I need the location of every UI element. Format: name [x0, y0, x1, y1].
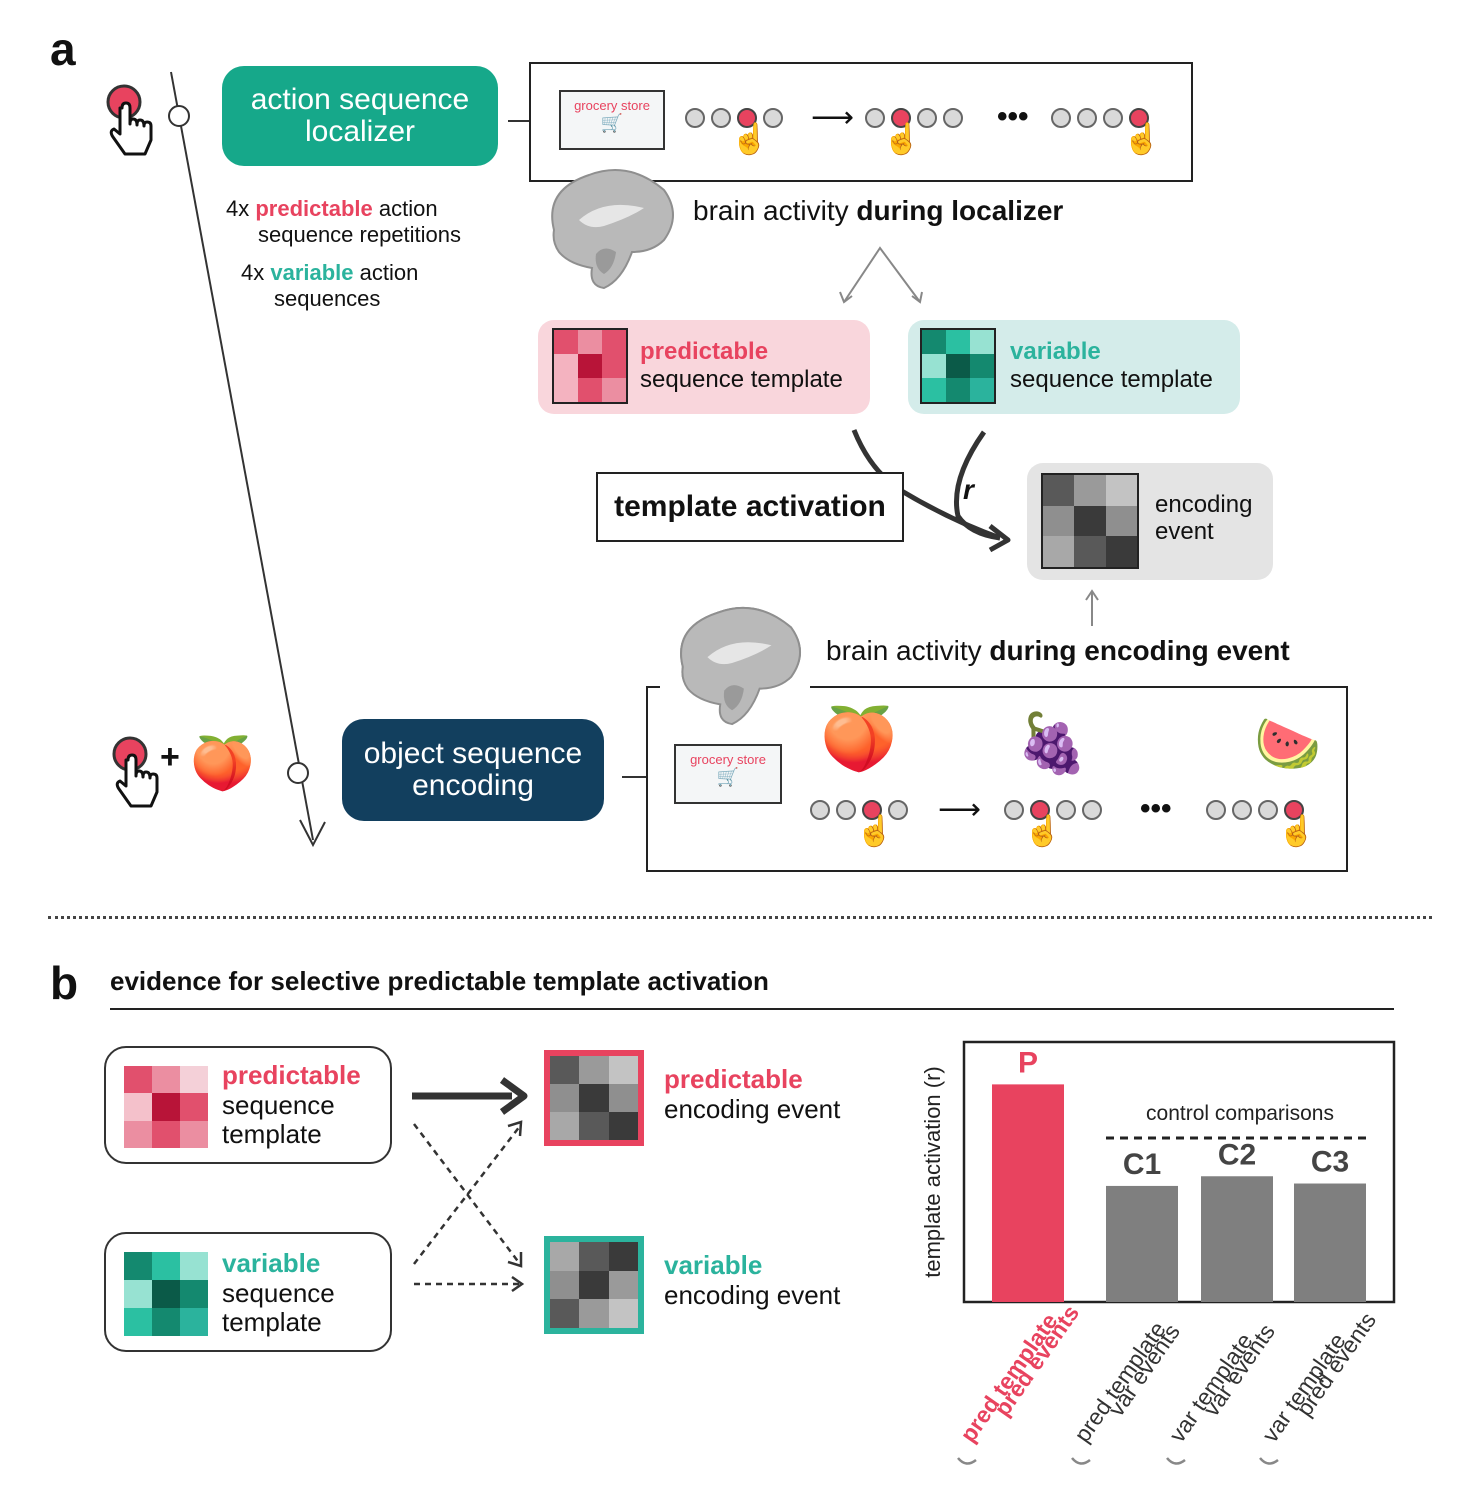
encoding-sequence-frame: grocery store 🛒 🍑 ☝ ⟶ 🍇 ☝ ••• 🍉 ☝: [646, 686, 1348, 872]
localizer-pill-line2: localizer: [304, 115, 416, 148]
brain-icon: [680, 606, 802, 726]
up-arrow: [1085, 589, 1099, 626]
encoding-event-matrix: [1041, 473, 1139, 569]
peach-icon: 🍑: [820, 705, 898, 774]
encoding-event-label-2: event: [1155, 518, 1214, 545]
brain-activity-localizer-label: brain activity during localizer: [693, 195, 1064, 226]
arrow-right-icon: ⟶: [938, 793, 982, 826]
ellipsis: •••: [997, 100, 1029, 133]
hand-icon: ☝: [1123, 123, 1161, 156]
plus-sign: +: [160, 738, 180, 776]
peach-icon: 🍑: [190, 735, 255, 793]
template-activation-label: template activation: [614, 490, 886, 523]
hand-press-icon: [106, 84, 153, 156]
b-var-event-line1: variable: [664, 1250, 763, 1280]
panel-a-letter: a: [50, 23, 76, 75]
template-activation-box: template activation: [596, 472, 904, 542]
r-label: r: [963, 474, 974, 505]
panel-b-rule: [110, 1008, 1394, 1010]
bar-label-c1: C1: [1123, 1148, 1161, 1181]
variable-template-title: variable: [1010, 338, 1101, 365]
curved-arrow-icon: [957, 1457, 977, 1465]
object-sequence-encoding-pill: object sequence encoding: [342, 719, 604, 821]
grocery-store-sign: grocery store 🛒: [559, 90, 665, 150]
timeline-arrow: [168, 71, 326, 848]
predictable-repetitions-text-2: sequence repetitions: [258, 222, 462, 247]
predictable-repetitions-text: 4x predictable action: [226, 196, 438, 221]
cart-icon: 🛒: [716, 767, 740, 787]
arrow-right-icon: ⟶: [811, 101, 855, 134]
b-pred-template-line3: template: [222, 1119, 322, 1149]
encoding-event-box: encoding event: [1027, 463, 1273, 580]
b-predictable-template-box: predictable sequence template: [104, 1046, 392, 1164]
bar-c1: [1106, 1185, 1178, 1302]
comparison-arrows: [412, 1077, 528, 1293]
hand-icon: ☝: [1024, 815, 1062, 848]
hand-icon: ☝: [1278, 815, 1316, 848]
b-var-template-line1: variable: [222, 1248, 321, 1278]
b-variable-template-box: variable sequence template: [104, 1232, 392, 1352]
hand-icon: ☝: [856, 815, 894, 848]
b-var-event-line2: encoding event: [664, 1280, 841, 1310]
predictable-template-title: predictable: [640, 338, 769, 365]
action-sequence-localizer-pill: action sequence localizer: [222, 66, 498, 166]
panel-b-letter: b: [50, 957, 79, 1009]
b-var-template-line2: sequence: [222, 1278, 335, 1308]
b-predictable-template-matrix: [124, 1066, 208, 1148]
variable-template-matrix: [920, 328, 996, 404]
connector-encoding: [622, 776, 646, 778]
b-var-template-line3: template: [222, 1307, 322, 1337]
curved-arrow-icon: [1259, 1457, 1279, 1465]
variable-sequences-text: 4x variable action: [241, 260, 419, 285]
curved-arrow-icon: [1071, 1457, 1091, 1465]
bar-p: [992, 1084, 1064, 1302]
b-predictable-event-matrix: [544, 1050, 644, 1146]
grocery-store-sign: grocery store 🛒: [674, 744, 782, 804]
bar-c2: [1201, 1176, 1273, 1302]
hand-icon: ☝: [883, 123, 921, 156]
localizer-sequence-frame: grocery store 🛒 ☝ ⟶ ☝ ••• ☝: [529, 62, 1193, 182]
brain-icon: [551, 169, 674, 290]
control-comparisons-label: control comparisons: [1146, 1102, 1334, 1125]
y-axis-label: template activation (r): [920, 1066, 945, 1278]
brain-activity-encoding-label: brain activity during encoding event: [826, 635, 1290, 666]
bar-label-c2: C2: [1218, 1138, 1256, 1171]
panel-b-title: evidence for selective predictable templ…: [110, 966, 769, 996]
hand-icon: ☝: [731, 123, 769, 156]
b-variable-event-matrix: [544, 1236, 644, 1334]
curved-arrow-icon: [1166, 1457, 1186, 1465]
grapes-icon: 🍇: [1016, 711, 1089, 776]
ellipsis: •••: [1140, 792, 1172, 825]
encoding-pill-line1: object sequence: [363, 737, 583, 770]
chart-frame: [962, 1040, 1396, 1304]
variable-template-box: variable sequence template: [908, 320, 1240, 414]
predictable-template-subtitle: sequence template: [640, 366, 843, 393]
encoding-pill-line2: encoding: [412, 769, 534, 802]
bar-label-c3: C3: [1311, 1146, 1349, 1179]
bar-c3: [1294, 1183, 1366, 1302]
variable-template-subtitle: sequence template: [1010, 366, 1213, 393]
localizer-pill-line1: action sequence: [250, 83, 470, 116]
b-pred-template-line1: predictable: [222, 1060, 361, 1090]
encoding-event-label-1: encoding: [1155, 491, 1253, 518]
connector-localizer: [508, 120, 530, 122]
hand-press-icon: [112, 736, 159, 808]
b-pred-template-line2: sequence: [222, 1090, 335, 1120]
b-pred-event-line1: predictable: [664, 1064, 803, 1094]
b-pred-event-line2: encoding event: [664, 1094, 841, 1124]
panel-divider: [48, 916, 1432, 919]
split-arrows: [839, 246, 923, 304]
b-variable-template-matrix: [124, 1252, 208, 1336]
predictable-template-box: predictable sequence template: [538, 320, 870, 414]
predictable-template-matrix: [552, 328, 628, 404]
timeline-node-localizer: [168, 105, 190, 127]
bar-label-p: P: [1018, 1046, 1038, 1079]
variable-sequences-text-2: sequences: [274, 286, 381, 311]
watermelon-icon: 🍉: [1254, 714, 1322, 774]
timeline-node-encoding: [287, 762, 309, 784]
cart-icon: 🛒: [600, 113, 624, 133]
